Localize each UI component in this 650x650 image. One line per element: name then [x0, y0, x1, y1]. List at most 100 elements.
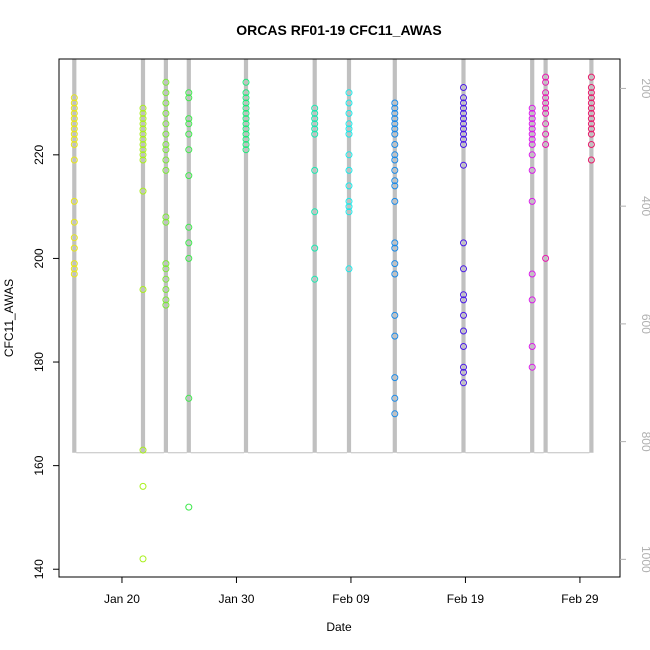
- data-point: [311, 166, 319, 174]
- data-point: [460, 135, 467, 143]
- data-point: [70, 130, 78, 138]
- data-point: [139, 286, 147, 293]
- data-point: [528, 130, 536, 138]
- series-rf05: [242, 78, 250, 154]
- data-point: [460, 130, 467, 138]
- data-point: [139, 446, 147, 454]
- data-point: [162, 296, 170, 304]
- data-point: [311, 125, 319, 133]
- data-point: [242, 94, 250, 102]
- series-rf04: [185, 89, 193, 511]
- data-point: [391, 311, 399, 319]
- data-point: [242, 99, 250, 107]
- data-point: [587, 156, 595, 164]
- data-point: [391, 104, 399, 112]
- data-point: [391, 151, 399, 159]
- data-point: [587, 115, 595, 123]
- data-point: [70, 265, 78, 273]
- data-points: [70, 73, 595, 563]
- data-point: [460, 99, 467, 107]
- series-rf12: [587, 73, 595, 164]
- data-point: [242, 130, 250, 138]
- data-point: [70, 141, 78, 148]
- data-point: [345, 99, 353, 107]
- data-point: [542, 99, 550, 107]
- data-point: [391, 166, 399, 174]
- data-point: [345, 109, 353, 117]
- series-rf08: [391, 99, 399, 418]
- data-point: [542, 109, 550, 117]
- data-point: [542, 89, 550, 97]
- data-point: [391, 156, 399, 164]
- data-point: [528, 115, 536, 123]
- data-point: [185, 94, 193, 102]
- data-point: [185, 115, 193, 123]
- data-point: [391, 120, 399, 128]
- x-tick-label: Feb 19: [447, 592, 485, 606]
- data-point: [391, 244, 399, 252]
- data-point: [70, 125, 78, 133]
- series-rf06: [311, 104, 319, 283]
- data-point: [587, 94, 595, 102]
- data-point: [528, 120, 536, 128]
- y2-tick-label: 800: [639, 432, 650, 452]
- data-point: [139, 125, 147, 133]
- data-point: [139, 146, 147, 154]
- data-point: [242, 104, 250, 112]
- data-point: [460, 363, 467, 371]
- data-point: [70, 234, 78, 242]
- data-point: [528, 270, 536, 278]
- x-axis-label: Date: [326, 620, 352, 634]
- data-point: [542, 94, 550, 102]
- data-point: [139, 156, 147, 164]
- data-point: [528, 135, 536, 143]
- data-point: [542, 130, 550, 138]
- data-point: [460, 84, 467, 91]
- data-point: [311, 104, 319, 112]
- trace-path: [72, 59, 594, 454]
- data-point: [162, 156, 170, 164]
- series-rf03: [162, 78, 170, 309]
- data-point: [528, 363, 536, 371]
- data-point: [162, 89, 170, 97]
- data-point: [139, 130, 147, 138]
- data-point: [542, 104, 550, 112]
- plot-frame: [58, 58, 621, 578]
- x-tick-label: Jan 20: [104, 592, 140, 606]
- data-point: [139, 115, 147, 123]
- data-point: [139, 482, 147, 490]
- data-point: [391, 260, 399, 268]
- y2-tick-label: 600: [639, 314, 650, 334]
- data-point: [587, 89, 595, 97]
- data-point: [185, 394, 193, 402]
- data-point: [242, 125, 250, 133]
- y-tick-label: 180: [32, 352, 46, 372]
- data-point: [311, 275, 319, 283]
- data-point: [460, 125, 467, 133]
- data-point: [70, 135, 78, 143]
- data-point: [311, 120, 319, 128]
- data-point: [70, 197, 78, 205]
- data-point: [162, 109, 170, 117]
- data-point: [185, 89, 193, 97]
- chart-title: ORCAS RF01-19 CFC11_AWAS: [236, 22, 441, 38]
- data-point: [587, 84, 595, 91]
- data-point: [542, 78, 550, 86]
- y-tick-label: 140: [32, 559, 46, 579]
- series-rf10: [528, 104, 536, 371]
- x-tick-label: Feb 09: [332, 592, 370, 606]
- data-point: [139, 555, 147, 563]
- data-point: [391, 130, 399, 138]
- data-point: [460, 379, 467, 387]
- data-point: [311, 130, 319, 138]
- data-point: [242, 115, 250, 123]
- altitude-trace: [72, 59, 594, 454]
- data-point: [242, 89, 250, 97]
- data-point: [345, 203, 353, 211]
- data-point: [542, 73, 550, 81]
- y2-tick-label: 1000: [639, 546, 650, 573]
- data-point: [528, 296, 536, 304]
- x-tick-label: Feb 29: [561, 592, 599, 606]
- data-point: [528, 104, 536, 112]
- data-point: [139, 151, 147, 159]
